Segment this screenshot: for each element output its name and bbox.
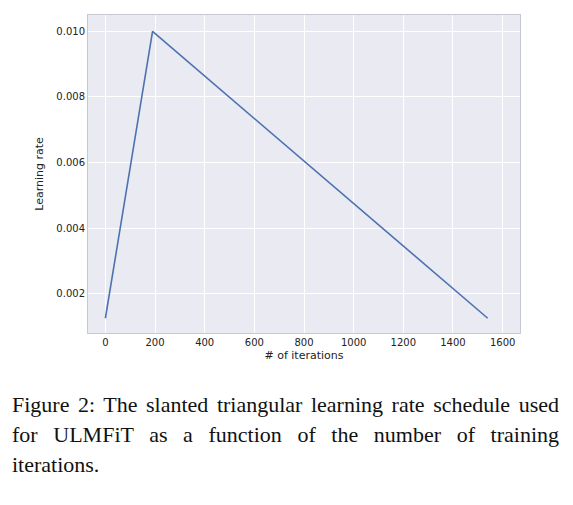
svg-text:1400: 1400 <box>440 337 465 348</box>
svg-text:1600: 1600 <box>490 337 515 348</box>
svg-text:200: 200 <box>145 337 164 348</box>
svg-text:# of iterations: # of iterations <box>264 349 343 362</box>
svg-text:0: 0 <box>102 337 108 348</box>
svg-text:0.006: 0.006 <box>56 157 85 168</box>
svg-text:1000: 1000 <box>341 337 366 348</box>
svg-text:0.004: 0.004 <box>56 223 85 234</box>
svg-text:Learning rate: Learning rate <box>33 137 46 211</box>
svg-text:0.010: 0.010 <box>56 26 85 37</box>
svg-text:800: 800 <box>294 337 313 348</box>
svg-text:0.008: 0.008 <box>56 91 85 102</box>
svg-text:600: 600 <box>245 337 264 348</box>
html-text:Figure 2: The slanted triangul: Figure 2: The slanted triangular learnin… <box>12 392 559 477</box>
svg-text:1200: 1200 <box>391 337 416 348</box>
svg-text:400: 400 <box>195 337 214 348</box>
svg-text:0.002: 0.002 <box>56 288 85 299</box>
